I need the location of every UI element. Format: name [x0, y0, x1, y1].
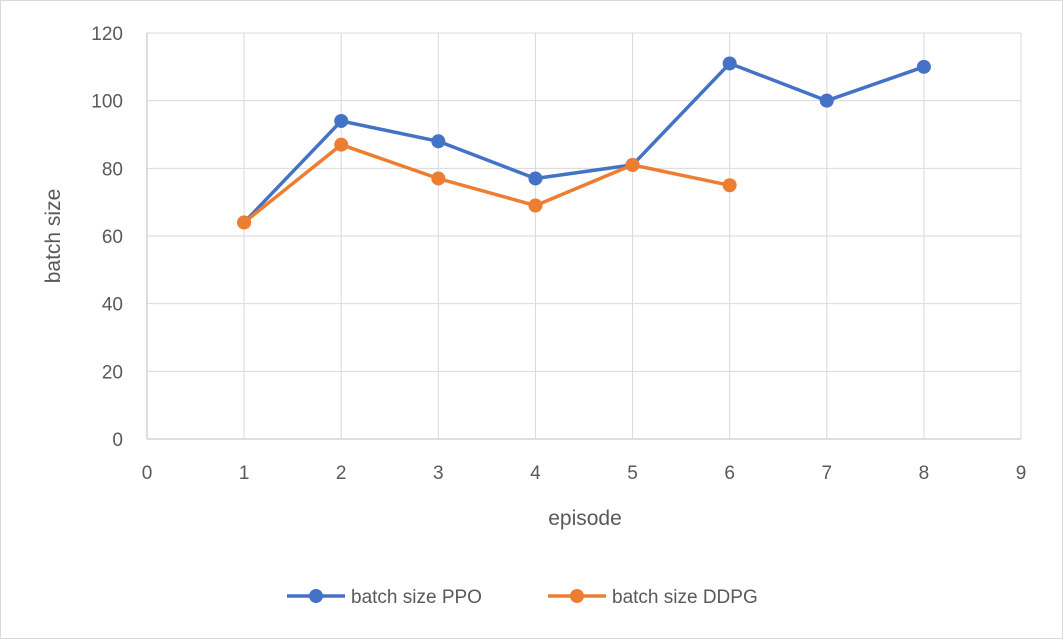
data-point	[625, 157, 640, 172]
legend-item: batch size PPO	[287, 587, 482, 608]
y-tick-label: 0	[112, 430, 123, 451]
data-point	[334, 113, 349, 128]
x-tick-label: 7	[821, 463, 832, 484]
legend-label: batch size PPO	[351, 587, 482, 608]
legend-marker	[309, 589, 323, 603]
y-tick-label: 100	[91, 92, 123, 113]
tick-labels: 0 20 40 60 80 100 120 0 1 2 3 4 5 6 7 8 9	[91, 24, 1026, 484]
data-point	[334, 137, 349, 152]
legend: batch size PPO batch size DDPG	[287, 587, 758, 608]
data-point	[916, 59, 931, 74]
data-point	[431, 134, 446, 149]
y-tick-label: 60	[102, 227, 123, 248]
x-tick-label: 2	[336, 463, 347, 484]
x-tick-label: 5	[627, 463, 638, 484]
y-tick-label: 120	[91, 24, 123, 45]
data-point	[819, 93, 834, 108]
series-2	[237, 137, 737, 230]
series-line	[242, 142, 732, 225]
data-point	[528, 198, 543, 213]
series-layer	[237, 56, 931, 230]
legend-marker	[570, 589, 584, 603]
x-tick-label: 8	[919, 463, 930, 484]
x-tick-label: 1	[239, 463, 250, 484]
y-tick-label: 40	[102, 295, 123, 316]
gridlines	[146, 32, 1022, 440]
legend-label: batch size DDPG	[612, 587, 758, 608]
x-axis-title: episode	[548, 507, 622, 530]
x-tick-label: 3	[433, 463, 444, 484]
data-point	[722, 56, 737, 71]
x-tick-label: 0	[142, 463, 153, 484]
x-tick-label: 9	[1016, 463, 1027, 484]
data-point	[431, 171, 446, 186]
y-tick-label: 80	[102, 159, 123, 180]
y-tick-label: 20	[102, 362, 123, 383]
data-point	[722, 178, 737, 193]
legend-item: batch size DDPG	[548, 587, 758, 608]
data-point	[528, 171, 543, 186]
series-line	[242, 61, 926, 225]
x-tick-label: 4	[530, 463, 541, 484]
data-point	[237, 215, 252, 230]
y-axis-title: batch size	[42, 189, 65, 284]
x-tick-label: 6	[724, 463, 735, 484]
